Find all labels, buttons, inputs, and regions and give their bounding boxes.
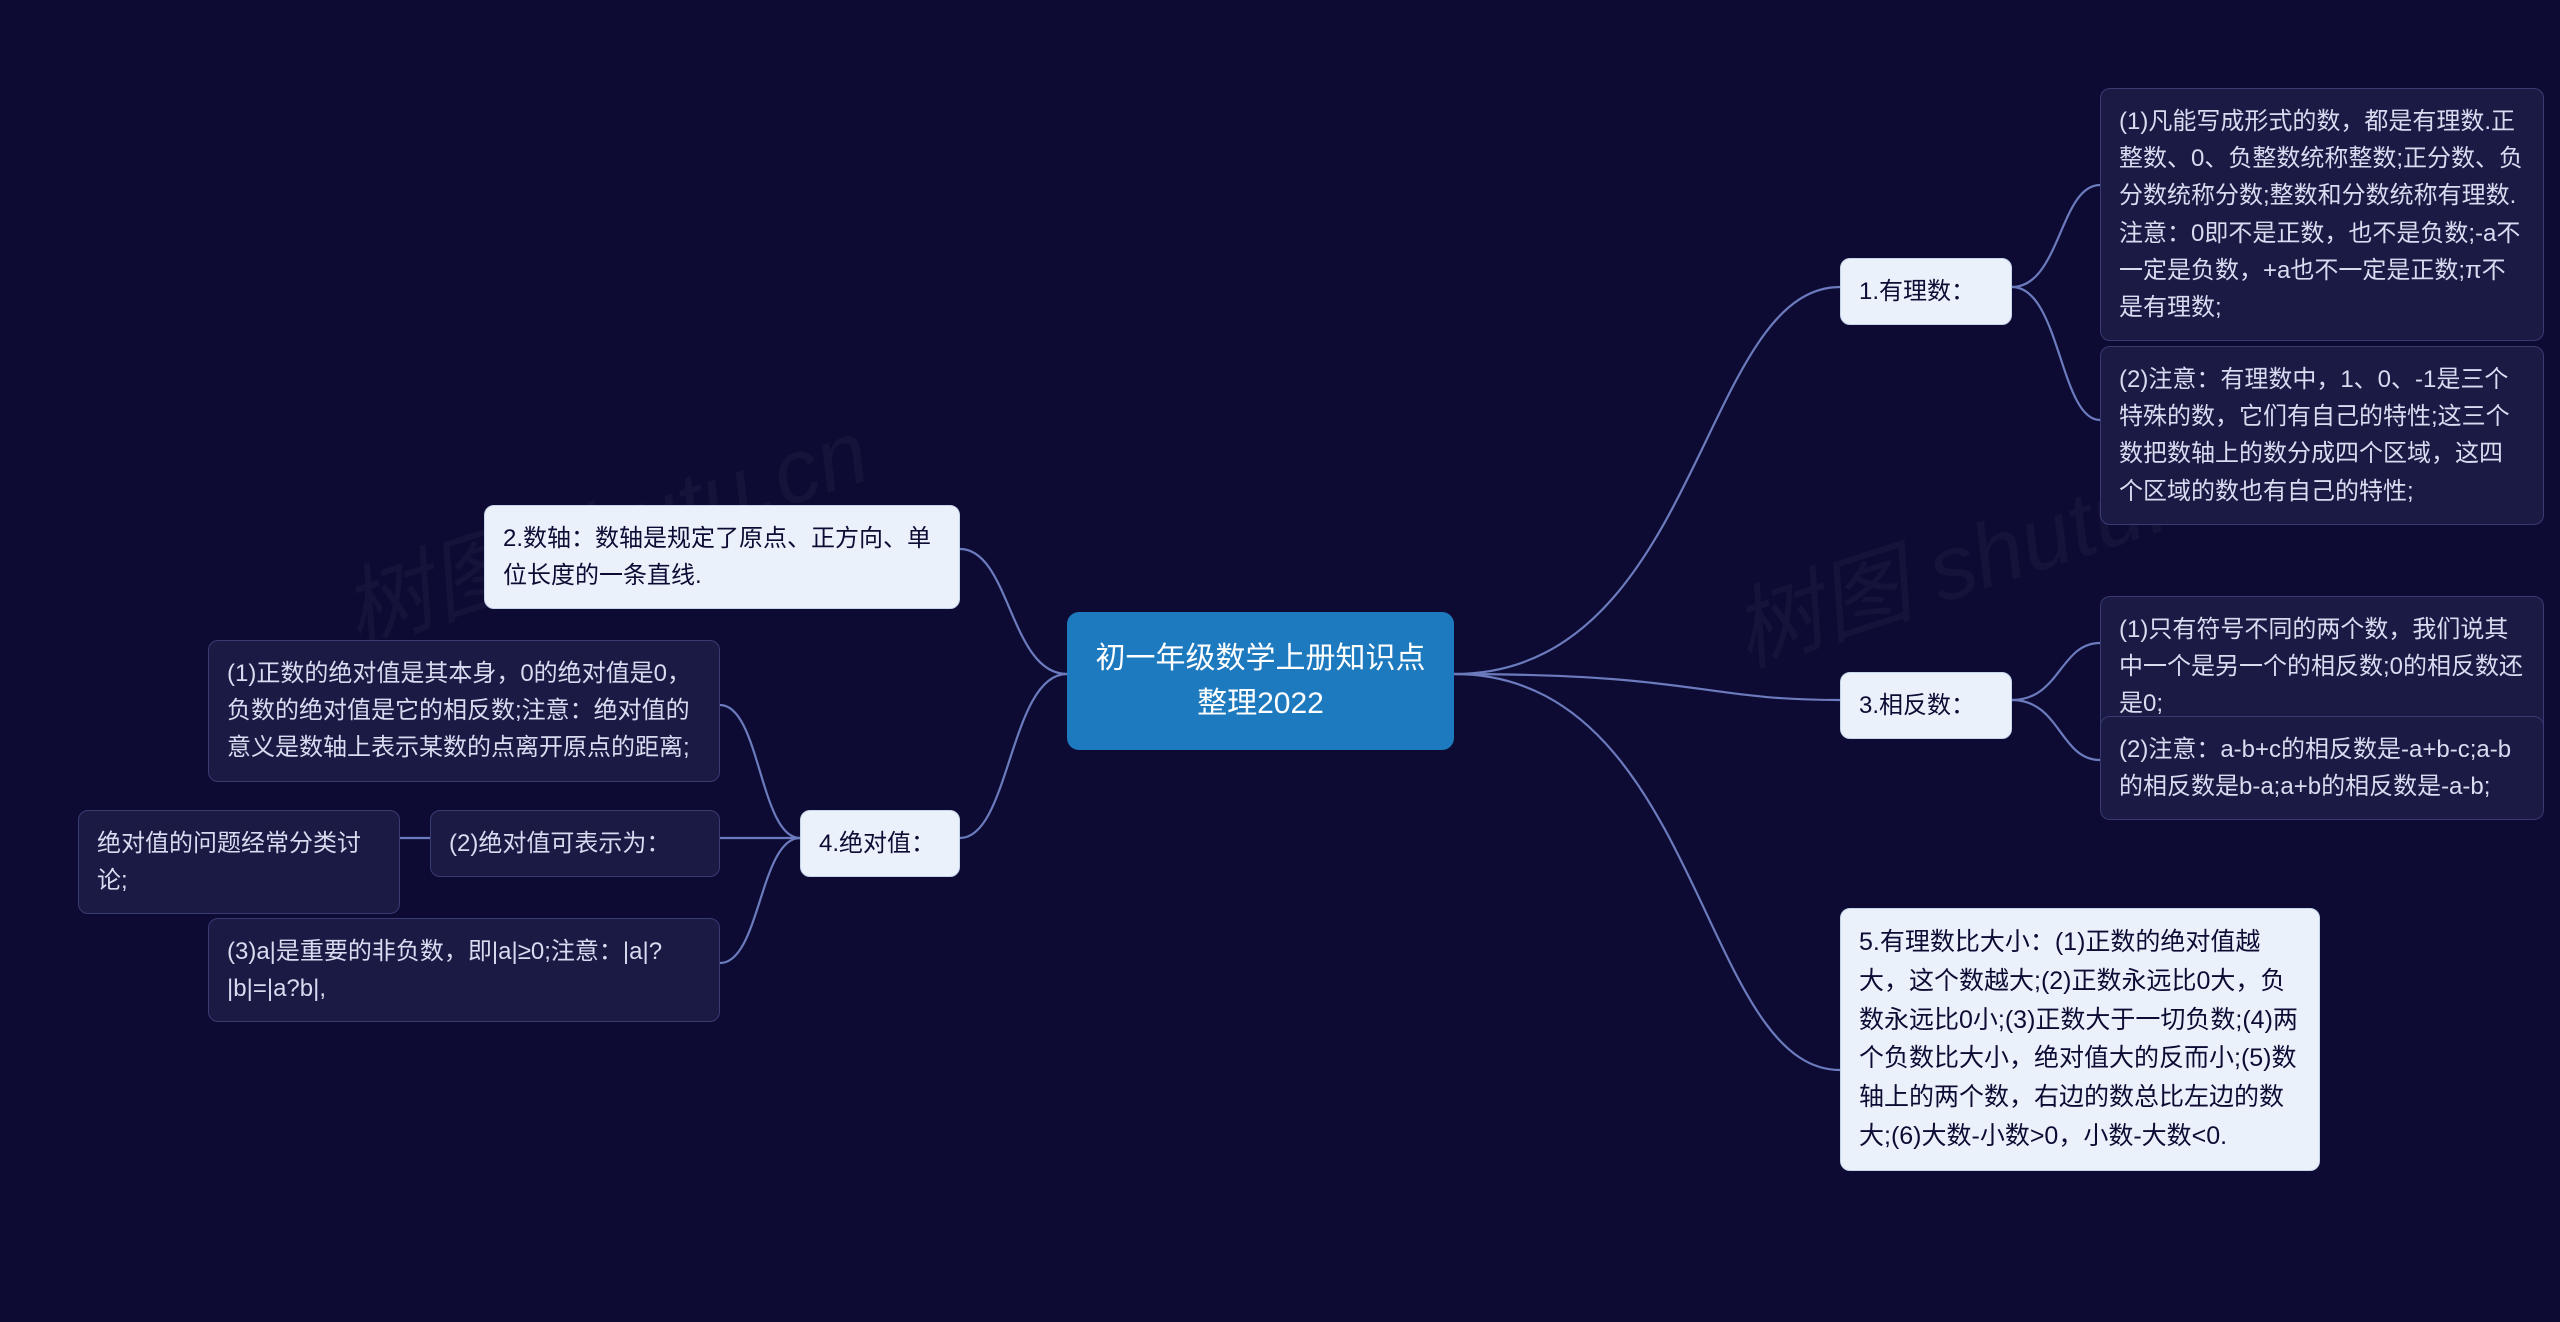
- node-4-2: (2)绝对值可表示为：: [430, 810, 720, 877]
- node-4-absolute-value: 4.绝对值：: [800, 810, 960, 877]
- node-4-2-1: 绝对值的问题经常分类讨论;: [78, 810, 400, 914]
- center-line2: 整理2022: [1093, 681, 1428, 726]
- center-line1: 初一年级数学上册知识点: [1093, 636, 1428, 681]
- node-3-opposite: 3.相反数：: [1840, 672, 2012, 739]
- node-5-compare: 5.有理数比大小：(1)正数的绝对值越大，这个数越大;(2)正数永远比0大，负数…: [1840, 908, 2320, 1171]
- node-1-rational: 1.有理数：: [1840, 258, 2012, 325]
- node-4-3: (3)a|是重要的非负数，即|a|≥0;注意：|a|?|b|=|a?b|,: [208, 918, 720, 1022]
- node-1-1: (1)凡能写成形式的数，都是有理数.正整数、0、负整数统称整数;正分数、负分数统…: [2100, 88, 2544, 341]
- center-node: 初一年级数学上册知识点 整理2022: [1067, 612, 1454, 750]
- node-3-2: (2)注意：a-b+c的相反数是-a+b-c;a-b的相反数是b-a;a+b的相…: [2100, 716, 2544, 820]
- node-2-number-line: 2.数轴：数轴是规定了原点、正方向、单位长度的一条直线.: [484, 505, 960, 609]
- node-4-1: (1)正数的绝对值是其本身，0的绝对值是0，负数的绝对值是它的相反数;注意：绝对…: [208, 640, 720, 782]
- node-1-2: (2)注意：有理数中，1、0、-1是三个特殊的数，它们有自己的特性;这三个数把数…: [2100, 346, 2544, 525]
